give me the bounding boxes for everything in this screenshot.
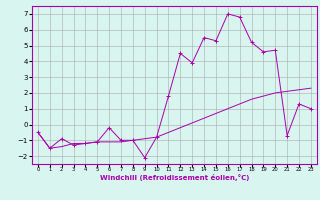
X-axis label: Windchill (Refroidissement éolien,°C): Windchill (Refroidissement éolien,°C) [100,174,249,181]
